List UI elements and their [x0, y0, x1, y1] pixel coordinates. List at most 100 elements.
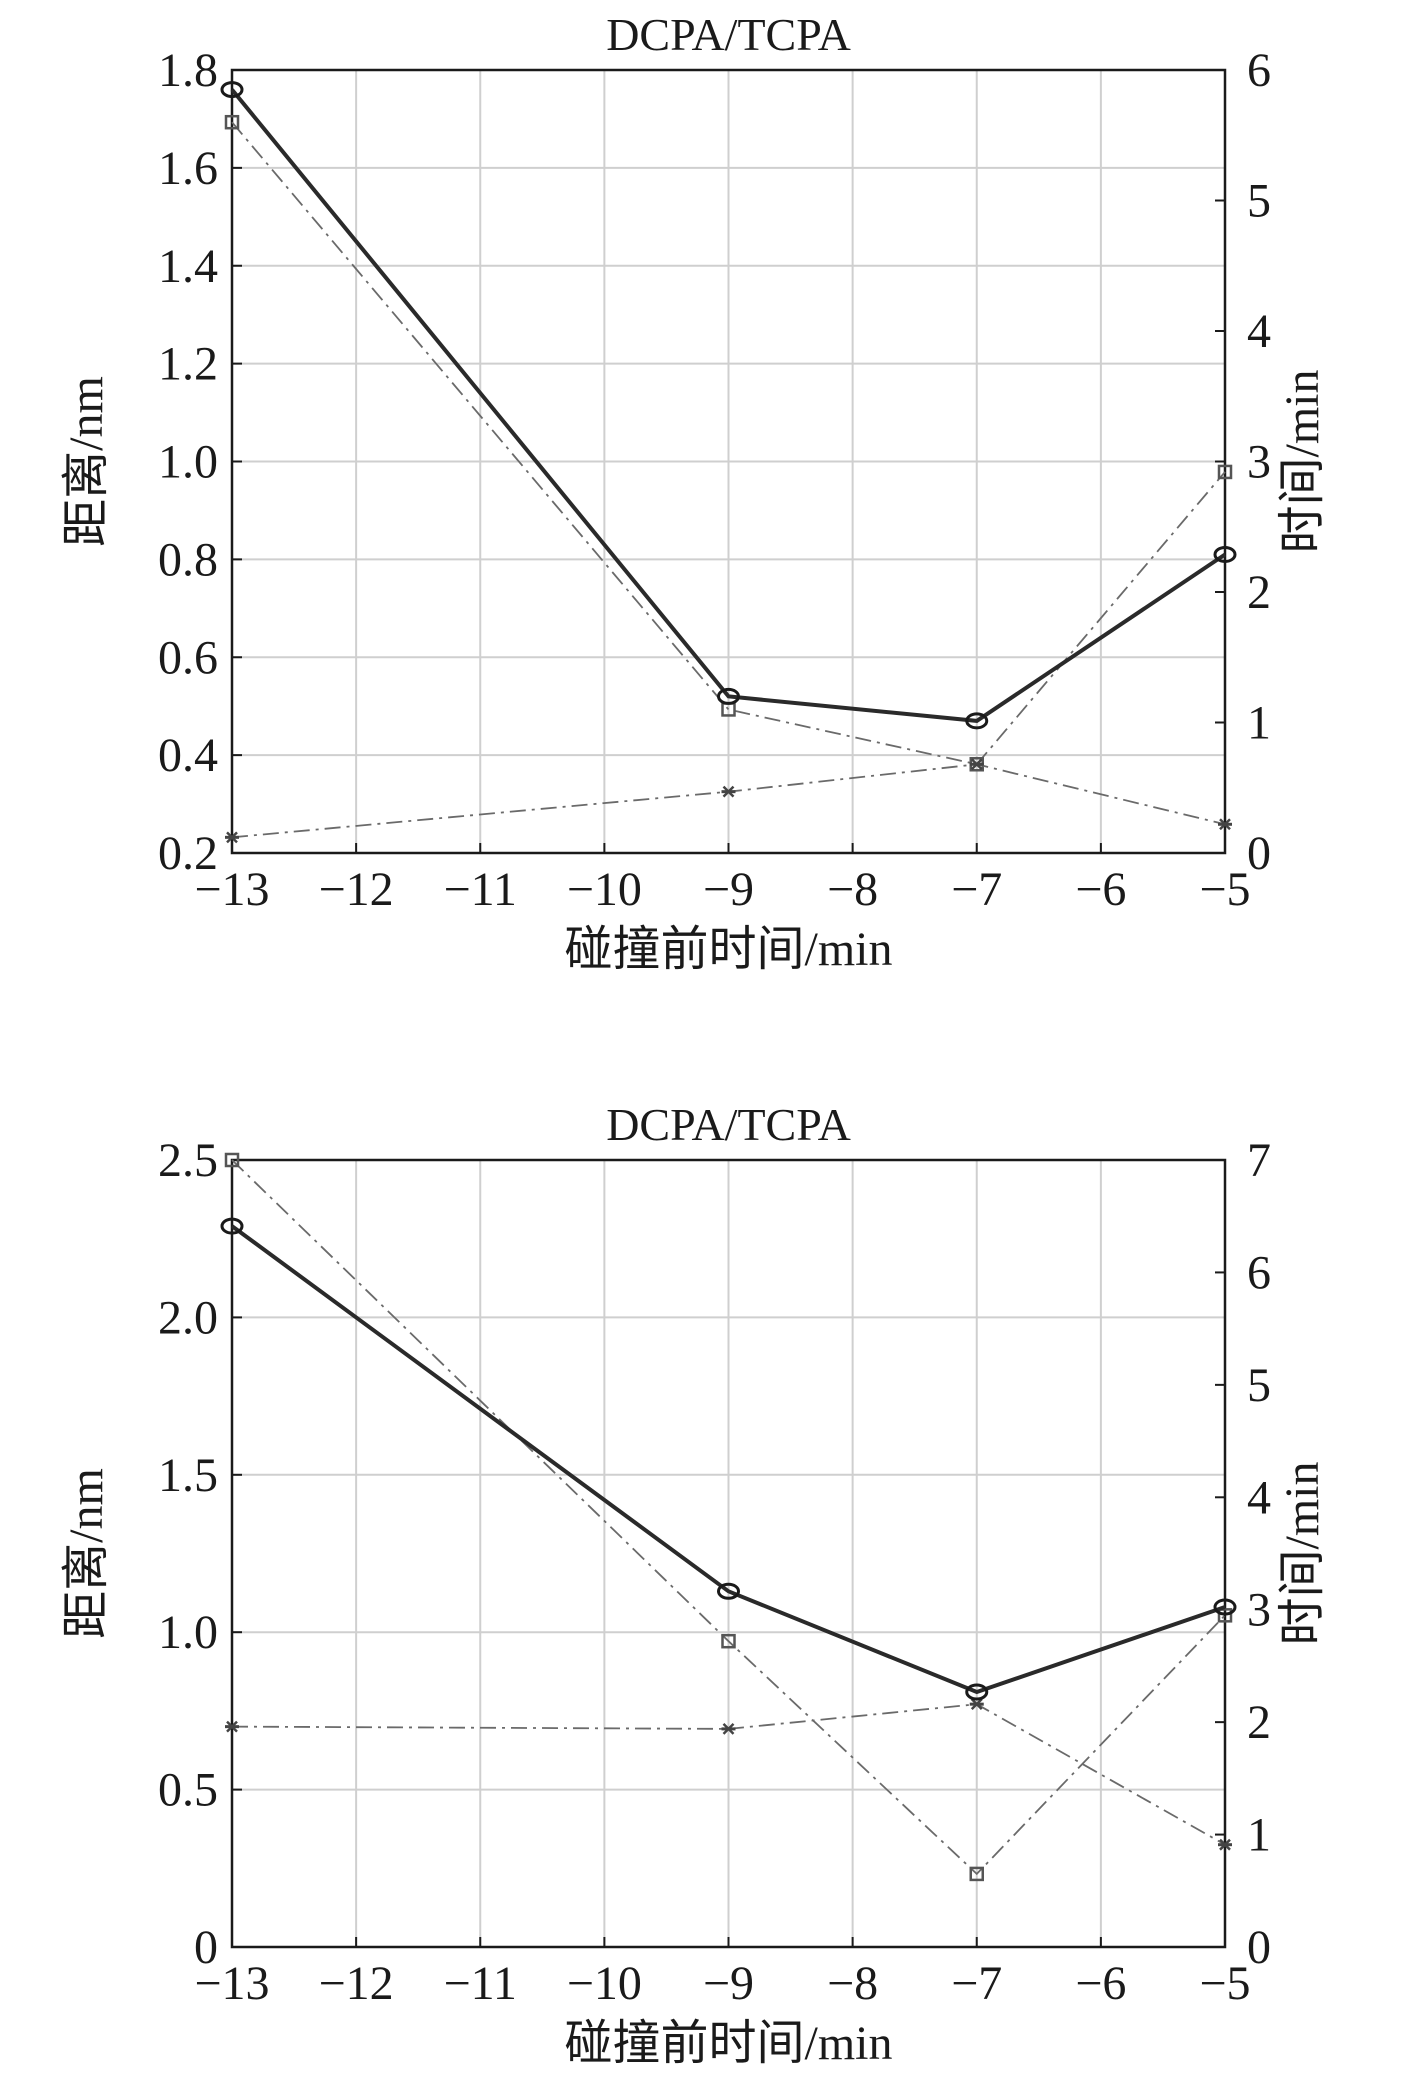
star-stroke: [970, 1698, 983, 1711]
data-point-circle: [1213, 1598, 1237, 1616]
x-tick-label: −11: [444, 1957, 517, 2010]
series-line: [231, 763, 1226, 839]
y2-tick-label: 5: [1247, 175, 1271, 228]
data-point-star: [969, 1698, 984, 1711]
y2-tick-label: 4: [1247, 305, 1271, 358]
data-point-square: [721, 1633, 736, 1649]
star-stroke: [1219, 1838, 1231, 1851]
y-tick-label: 1.8: [158, 44, 218, 97]
x-tick-label: −8: [827, 1957, 878, 2010]
data-point-star: [225, 831, 239, 844]
y2-axis-label: 时间/min: [1276, 1461, 1329, 1645]
y-tick-label: 2.5: [158, 1134, 218, 1187]
y2-tick-label: 3: [1247, 436, 1271, 489]
data-point-star: [1218, 818, 1232, 831]
data-point-star: [1218, 1838, 1232, 1851]
x-tick-label: −9: [703, 1957, 754, 2010]
chart-panel-1: −13 −12 −11 −10 −9 −8 −7 −6 −5 0.2 0.4 0.6 0.8 1.0 1.2…: [60, 9, 1329, 976]
data-point-square: [1217, 464, 1233, 480]
y-tick-label: 0.6: [158, 631, 218, 684]
data-point-star: [721, 1723, 736, 1735]
y2-tick-label: 6: [1247, 1246, 1271, 1299]
data-point-circle: [220, 1217, 244, 1235]
x-tick-label: −5: [1199, 1957, 1250, 2010]
x-axis-label: 碰撞前时间/min: [564, 2017, 892, 2070]
y2-tick-label: 4: [1247, 1471, 1271, 1524]
x-tick-label: −13: [194, 863, 269, 916]
chart-panel-2: −13 −12 −11 −10 −9 −8 −7 −6 −500.51.01.52.02.501…: [60, 1099, 1329, 2070]
x-tick-label: −7: [951, 1957, 1002, 2010]
x-tick-label: −12: [319, 863, 394, 916]
star-stroke: [1219, 818, 1231, 831]
series-dcpa: [220, 1217, 1237, 1701]
chart-title: DCPA/TCPA: [606, 1099, 851, 1150]
x-tick-label: −12: [319, 1957, 394, 2010]
series-line: [231, 1159, 1226, 1876]
y2-tick-label: 0: [1247, 827, 1271, 880]
x-tick-label: −13: [194, 1957, 269, 2010]
y-tick-label: 0.4: [158, 729, 218, 782]
y2-tick-label: 3: [1247, 1584, 1271, 1637]
y-tick-label: 1.0: [158, 1606, 218, 1659]
y-tick-label: 1.0: [158, 436, 218, 489]
data-point-square: [224, 114, 240, 130]
star-stroke: [970, 758, 983, 771]
data-point-star: [969, 758, 984, 771]
y2-axis-label: 时间/min: [1276, 369, 1329, 553]
series-tcpa: [224, 1152, 1233, 1882]
star-stroke: [722, 1723, 735, 1735]
chart-title: DCPA/TCPA: [606, 9, 851, 60]
x-tick-label: −7: [951, 863, 1002, 916]
x-axis-label: 碰撞前时间/min: [564, 923, 892, 976]
y-tick-label: 1.5: [158, 1449, 218, 1502]
x-tick-label: −10: [567, 1957, 642, 2010]
x-tick-label: −10: [567, 863, 642, 916]
x-tick-label: −11: [444, 863, 517, 916]
y-tick-label: 1.4: [158, 240, 218, 293]
data-point-square: [969, 1866, 984, 1882]
y2-tick-label: 2: [1247, 1696, 1271, 1749]
y-tick-label: 2.0: [158, 1291, 218, 1344]
y2-tick-label: 2: [1247, 566, 1271, 619]
y-tick-label: 0: [194, 1921, 218, 1974]
x-tick-label: −6: [1075, 863, 1126, 916]
y2-tick-label: 7: [1247, 1134, 1271, 1187]
data-point-circle: [965, 712, 989, 730]
star-stroke: [722, 785, 735, 798]
x-tick-label: −8: [827, 863, 878, 916]
y-axis-label: 距离/nm: [60, 376, 113, 547]
data-point-circle: [717, 687, 740, 705]
y2-tick-label: 1: [1247, 1809, 1271, 1862]
series-dcpa: [220, 81, 1237, 730]
series-line: [230, 1224, 1226, 1695]
series-tcpa-2: [225, 1698, 1232, 1851]
y2-tick-label: 5: [1247, 1359, 1271, 1412]
data-point-circle: [1213, 545, 1237, 563]
y-tick-label: 1.6: [158, 142, 218, 195]
x-tick-label: −9: [703, 863, 754, 916]
y-tick-label: 1.2: [158, 338, 218, 391]
data-point-square: [224, 1152, 240, 1168]
y2-tick-label: 0: [1247, 1921, 1271, 1974]
data-point-circle: [965, 1683, 989, 1701]
y-tick-label: 0.5: [158, 1764, 218, 1817]
series-line: [230, 88, 1227, 723]
data-point-star: [721, 785, 736, 798]
star-stroke: [226, 831, 238, 844]
series-line: [231, 121, 1226, 766]
data-point-star: [225, 1720, 239, 1733]
data-point-circle: [220, 81, 244, 99]
y-axis-label: 距离/nm: [60, 1468, 113, 1639]
data-point-square: [1217, 1608, 1233, 1623]
x-tick-label: −5: [1199, 863, 1250, 916]
series-line: [231, 1703, 1226, 1846]
series-tcpa-2: [225, 758, 1232, 844]
y-tick-label: 0.2: [158, 827, 218, 880]
y2-tick-label: 1: [1247, 697, 1271, 750]
y2-tick-label: 6: [1247, 44, 1271, 97]
y-tick-label: 0.8: [158, 533, 218, 586]
data-point-circle: [717, 1582, 740, 1600]
star-stroke: [226, 1720, 238, 1733]
x-tick-label: −6: [1075, 1957, 1126, 2010]
